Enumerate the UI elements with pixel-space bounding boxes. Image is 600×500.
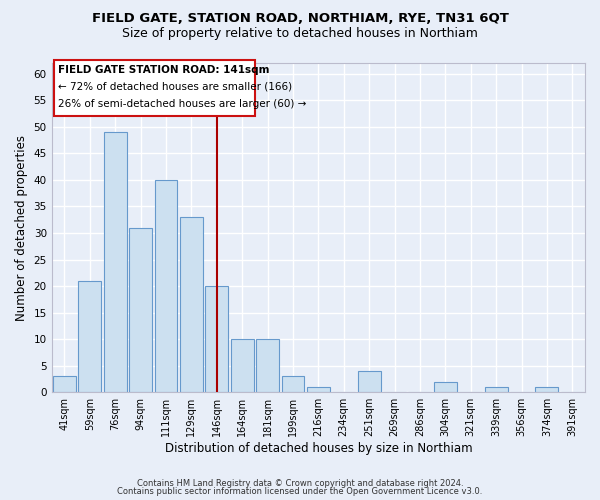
- Bar: [358, 371, 380, 392]
- Bar: [205, 286, 228, 392]
- FancyBboxPatch shape: [53, 60, 255, 116]
- Bar: [307, 387, 330, 392]
- Text: 26% of semi-detached houses are larger (60) →: 26% of semi-detached houses are larger (…: [58, 98, 306, 108]
- Bar: [231, 339, 254, 392]
- Bar: [53, 376, 76, 392]
- Bar: [485, 387, 508, 392]
- Text: Contains HM Land Registry data © Crown copyright and database right 2024.: Contains HM Land Registry data © Crown c…: [137, 478, 463, 488]
- Bar: [129, 228, 152, 392]
- Bar: [155, 180, 178, 392]
- Bar: [256, 339, 279, 392]
- Bar: [535, 387, 559, 392]
- Text: Size of property relative to detached houses in Northiam: Size of property relative to detached ho…: [122, 28, 478, 40]
- X-axis label: Distribution of detached houses by size in Northiam: Distribution of detached houses by size …: [164, 442, 472, 455]
- Bar: [281, 376, 304, 392]
- Bar: [180, 217, 203, 392]
- Text: Contains public sector information licensed under the Open Government Licence v3: Contains public sector information licen…: [118, 487, 482, 496]
- Bar: [79, 280, 101, 392]
- Bar: [434, 382, 457, 392]
- Text: FIELD GATE STATION ROAD: 141sqm: FIELD GATE STATION ROAD: 141sqm: [58, 64, 269, 74]
- Text: ← 72% of detached houses are smaller (166): ← 72% of detached houses are smaller (16…: [58, 82, 292, 92]
- Y-axis label: Number of detached properties: Number of detached properties: [15, 134, 28, 320]
- Bar: [104, 132, 127, 392]
- Text: FIELD GATE, STATION ROAD, NORTHIAM, RYE, TN31 6QT: FIELD GATE, STATION ROAD, NORTHIAM, RYE,…: [92, 12, 508, 26]
